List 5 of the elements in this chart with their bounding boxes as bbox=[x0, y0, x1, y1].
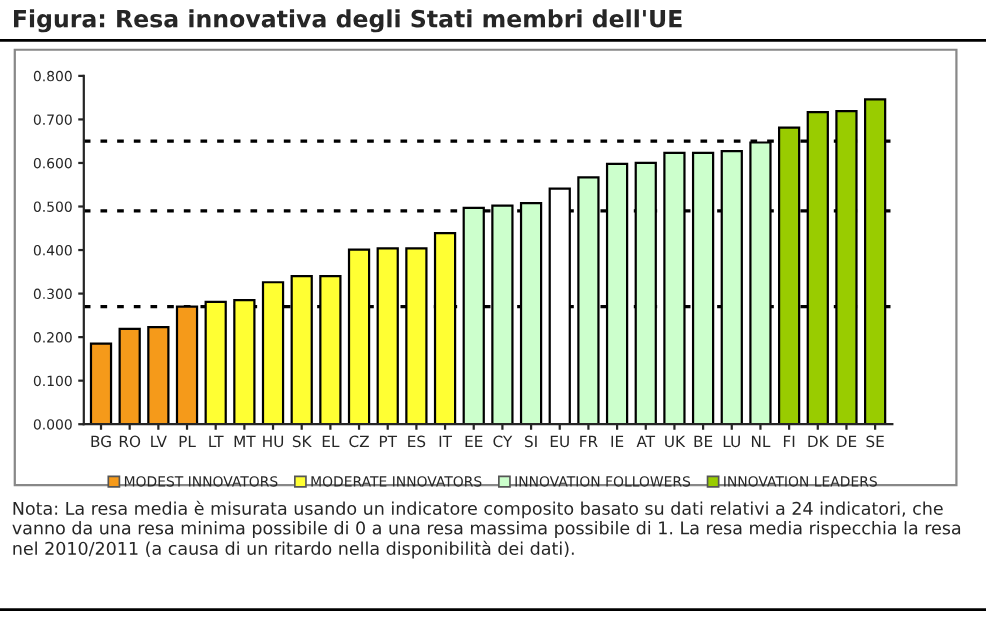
text: Nota: La resa media è misurata usando un indicatore composito basato su dati relativi a 24 indicatori, che vanno da una resa minima possibile di 0 a una resa massima possibile di 1. La resa media rispecchia la resa nel 2010/2011 (a causa di un ritardo nella disponibilità dei dati). bbox=[12, 500, 961, 559]
chart-title: Figura: Resa innovativa degli Stati membri dell'UE bbox=[14, 9, 682, 33]
bar bbox=[118, 327, 141, 425]
bar bbox=[147, 326, 170, 425]
bar bbox=[89, 342, 113, 425]
